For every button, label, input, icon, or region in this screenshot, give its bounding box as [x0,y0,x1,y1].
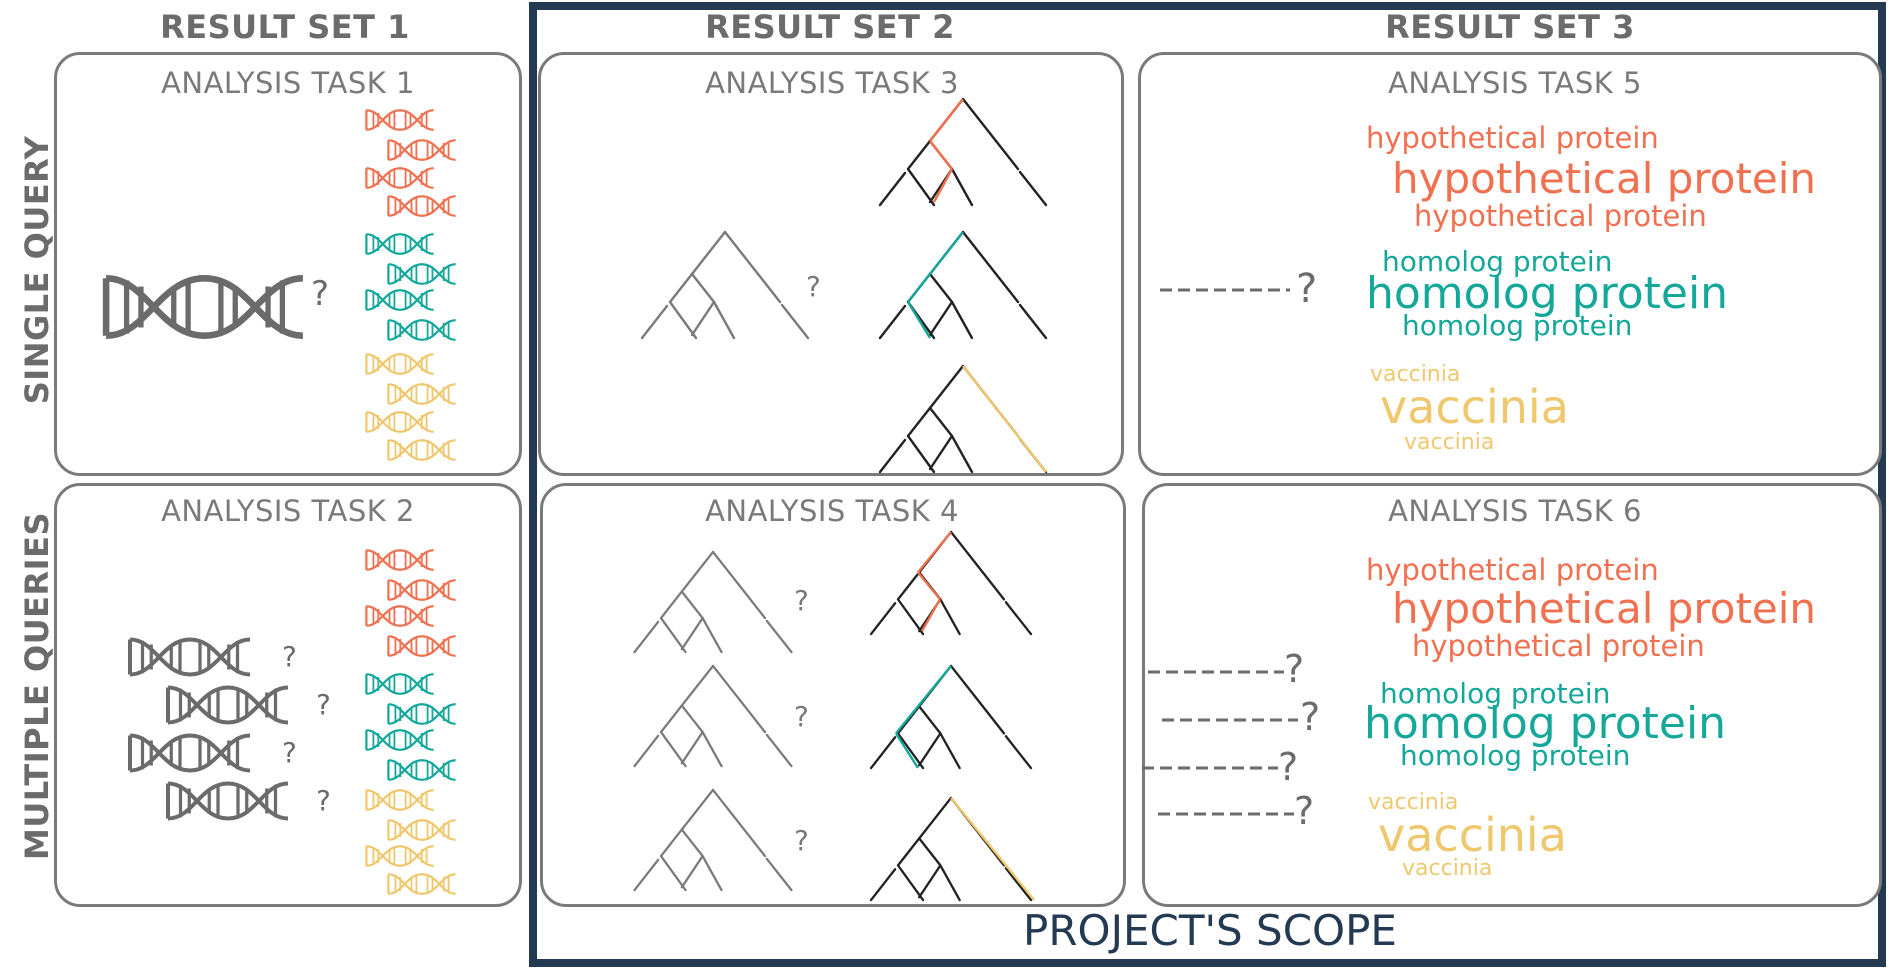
title-analysis-task-6: ANALYSIS TASK 6 [1388,494,1642,528]
svg-text:?: ? [794,824,809,857]
result-tree-teal [878,230,1048,340]
project-scope-frame [529,2,1886,967]
question-marks: ? ? ? ? [1278,647,1320,833]
question-marks: ? ? ? [794,584,809,857]
column-header-result-set-2: RESULT SET 2 [705,8,955,46]
svg-text:?: ? [794,700,809,733]
svg-text:?: ? [316,688,331,721]
svg-text:?: ? [1278,745,1298,789]
result-dna-stack-2 [364,548,458,896]
result-dna-stack-1 [364,108,458,462]
cloud-term-homolog-large: homolog protein [1366,268,1729,319]
cloud-term-hypothetical-medium-2: hypothetical protein [1412,629,1705,663]
svg-text:?: ? [1284,647,1304,691]
panel-analysis-task-6 [1142,483,1882,907]
project-scope-label: PROJECT'S SCOPE [1023,906,1397,955]
question-mark-icon: ? [1296,266,1317,312]
cloud-term-homolog-small: homolog protein [1382,245,1613,278]
cloud-term-hypothetical-small-2: hypothetical protein [1366,553,1659,587]
title-analysis-task-5: ANALYSIS TASK 5 [1388,66,1642,100]
result-tree-red [878,97,1048,207]
cloud-term-hypothetical-large-2: hypothetical protein [1392,584,1817,633]
panel-analysis-task-3 [538,52,1124,476]
cloud-term-homolog-medium-2: homolog protein [1400,739,1631,772]
query-tree-icon [640,230,810,340]
svg-text:?: ? [316,784,331,817]
query-dna-icon [106,278,303,335]
cloud-term-vaccinia-medium-2: vaccinia [1402,856,1493,881]
title-analysis-task-4: ANALYSIS TASK 4 [705,494,959,528]
result-tree-red-2 [869,530,1033,636]
question-marks: ? ? ? ? [282,640,331,817]
cloud-term-vaccinia-large: vaccinia [1380,380,1569,434]
svg-text:?: ? [282,640,297,673]
question-mark-icon: ? [311,274,329,314]
title-analysis-task-3: ANALYSIS TASK 3 [705,66,959,100]
result-tree-yellow [878,364,1048,474]
query-trees [633,550,793,892]
title-analysis-task-1: ANALYSIS TASK 1 [161,66,415,100]
title-analysis-task-2: ANALYSIS TASK 2 [161,494,415,528]
cloud-term-vaccinia-medium: vaccinia [1404,430,1495,455]
cloud-term-homolog-large-2: homolog protein [1364,698,1727,749]
cloud-term-vaccinia-small-2: vaccinia [1368,790,1459,815]
panel-analysis-task-1 [54,52,522,476]
cloud-term-homolog-medium: homolog protein [1402,309,1633,342]
result-tree-yellow-2 [869,796,1035,902]
panel-analysis-task-4 [540,483,1126,907]
query-dna-stack [130,640,288,819]
cloud-term-hypothetical-medium: hypothetical protein [1414,199,1707,233]
result-tree-teal-2 [869,664,1033,770]
panel-analysis-task-5 [1138,52,1882,476]
query-dashed-lines [1142,670,1298,816]
svg-text:?: ? [1294,789,1314,833]
cloud-term-homolog-small-2: homolog protein [1380,677,1611,710]
cloud-term-hypothetical-small: hypothetical protein [1366,121,1659,155]
svg-text:?: ? [282,736,297,769]
svg-text:?: ? [1300,695,1320,739]
question-mark-icon: ? [806,270,821,303]
column-header-result-set-1: RESULT SET 1 [160,8,410,46]
cloud-term-hypothetical-large: hypothetical protein [1392,154,1817,203]
cloud-term-vaccinia-large-2: vaccinia [1378,808,1567,862]
svg-text:?: ? [794,584,809,617]
cloud-term-vaccinia-small: vaccinia [1370,362,1461,387]
column-header-result-set-3: RESULT SET 3 [1385,8,1635,46]
